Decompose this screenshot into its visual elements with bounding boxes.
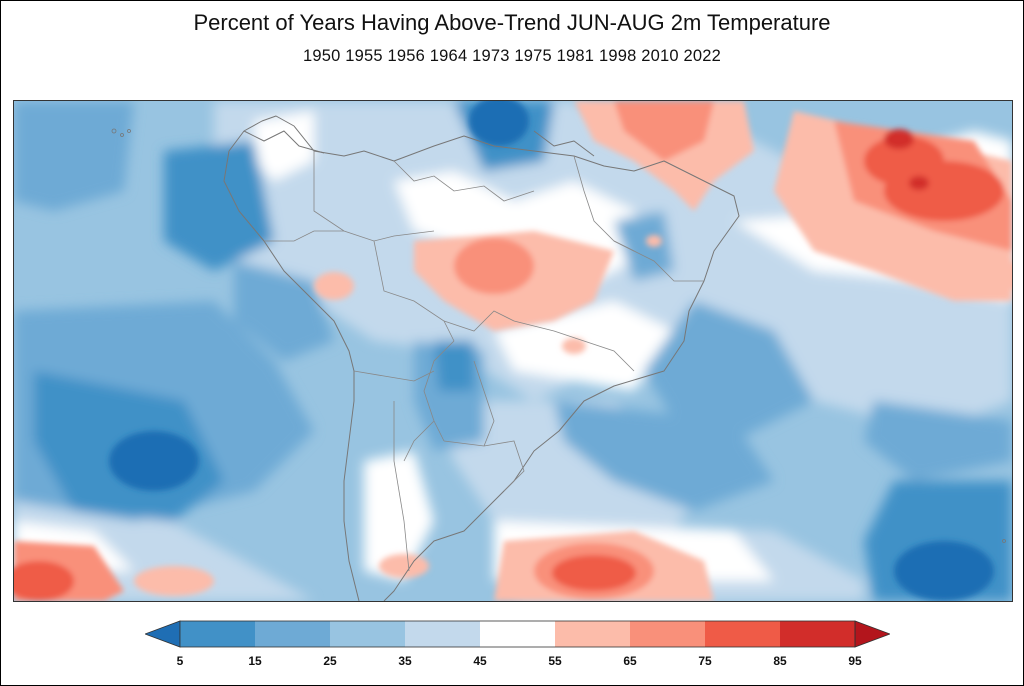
colorbar-tick-label: 45	[473, 654, 487, 668]
colorbar-tick-label: 95	[848, 654, 862, 668]
islands	[111, 128, 1006, 543]
colorbar-tick-label: 65	[623, 654, 637, 668]
colorbar-segment	[630, 621, 706, 647]
colorbar-tick-label: 5	[176, 654, 184, 668]
colorbar-outline	[179, 620, 856, 648]
colorbar-segment	[705, 621, 781, 647]
colorbar-segment	[330, 621, 406, 647]
map-title: Percent of Years Having Above-Trend JUN-…	[193, 10, 831, 35]
colorbar-arrow-low	[143, 620, 181, 648]
colorbar-segment	[405, 621, 481, 647]
field-cores	[14, 101, 1012, 601]
colorbar-tick-label: 35	[398, 654, 412, 668]
colorbar-tick-label: 85	[773, 654, 787, 668]
colorbar-segment	[180, 621, 256, 647]
map-subtitle-years: 1950 1955 1956 1964 1973 1975 1981 1998 …	[302, 47, 722, 65]
colorbar-tick-label: 75	[698, 654, 712, 668]
colorbar-arrow-high	[854, 620, 892, 648]
map-canvas	[14, 101, 1012, 601]
country-borders	[264, 151, 704, 572]
colorbar-segment	[555, 621, 631, 647]
colorbar-segment	[480, 621, 556, 647]
colorbar-segment	[780, 621, 856, 647]
colorbar-segment	[255, 621, 331, 647]
colorbar-tick-label: 25	[323, 654, 337, 668]
temperature-map	[13, 100, 1013, 602]
colorbar: 5 15 25 35 45 55 65 75 85 95	[143, 620, 892, 672]
colorbar-tick-label: 15	[248, 654, 262, 668]
colorbar-tick-label: 55	[548, 654, 562, 668]
colorbar-graphic	[143, 620, 892, 648]
